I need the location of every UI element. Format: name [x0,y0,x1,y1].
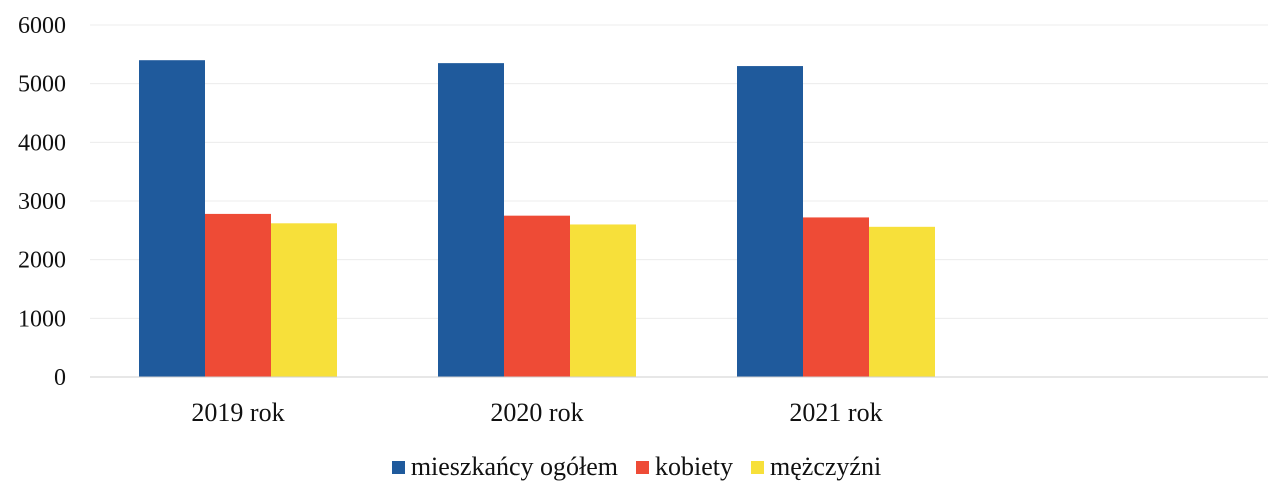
bars [139,60,935,378]
y-tick-label: 1000 [18,306,66,332]
y-tick-label: 0 [54,365,66,391]
x-category-label: 2021 rok [789,398,882,427]
legend-swatch-mezczyzni [751,460,765,474]
legend-swatch-kobiety [636,460,650,474]
legend-label-mieszkancy: mieszkańcy ogółem [410,452,619,481]
bar-mezczyzni [271,223,337,377]
x-category-label: 2019 rok [191,398,284,427]
legend-swatch-mieszkancy [391,460,405,474]
legend-label-mezczyzni: mężczyźni [770,452,882,481]
y-tick-label: 5000 [18,72,66,98]
y-tick-label: 6000 [18,13,66,39]
bar-mieszkancy [139,60,205,377]
legend-label-kobiety: kobiety [655,452,734,481]
y-tick-label: 3000 [18,189,66,215]
bar-kobiety [504,215,570,377]
legend: mieszkańcy ogółem kobiety mężczyźni [0,452,1273,482]
bar-chart: 0 1000 2000 3000 4000 5000 6000 2019 rok 2020 r… [18,13,1268,427]
y-axis-ticks: 0 1000 2000 3000 4000 5000 6000 [18,13,66,391]
bar-kobiety [205,213,271,377]
bar-kobiety [803,217,869,377]
y-tick-label: 2000 [18,248,66,274]
legend-item-mezczyzni: mężczyźni [751,452,881,482]
y-tick-label: 4000 [18,130,66,156]
bar-mieszkancy [737,66,803,378]
legend-item-kobiety: kobiety [636,452,733,482]
legend-item-mieszkancy: mieszkańcy ogółem [391,452,619,482]
x-category-label: 2020 rok [490,398,583,427]
bar-mezczyzni [570,224,636,377]
bar-mieszkancy [438,63,504,378]
x-axis-categories: 2019 rok 2020 rok 2021 rok [191,398,882,427]
bar-mezczyzni [869,226,935,377]
